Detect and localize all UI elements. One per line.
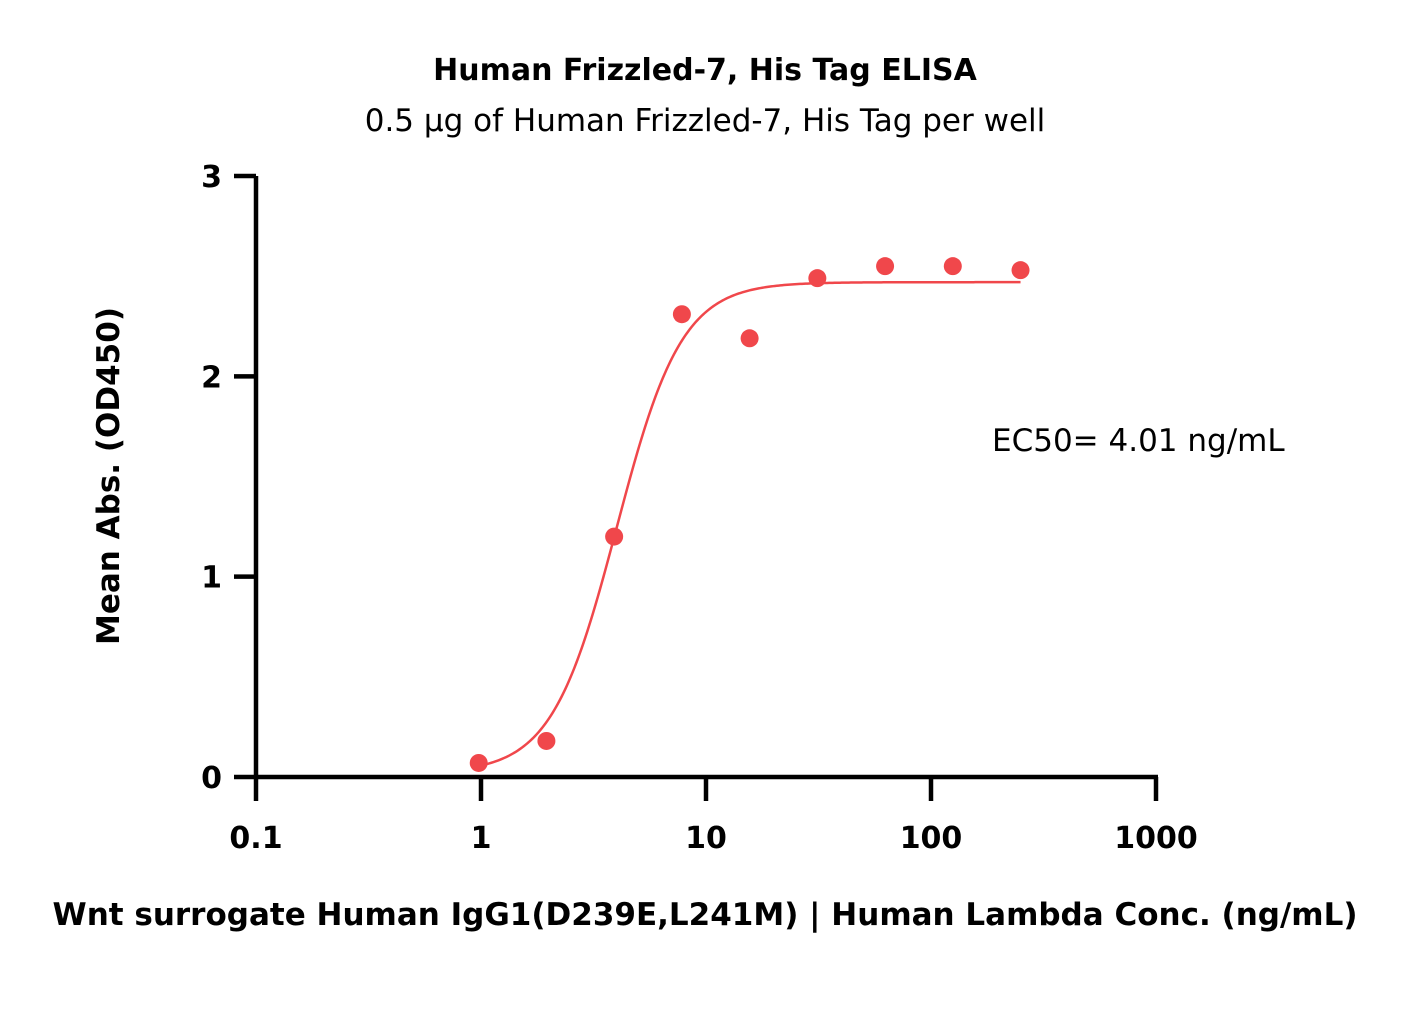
data-point (1011, 261, 1030, 280)
x-axis-label: Wnt surrogate Human IgG1(D239E,L241M) | … (53, 897, 1358, 933)
chart-title: Human Frizzled-7, His Tag ELISA (433, 53, 977, 88)
data-point (605, 527, 624, 546)
fit-curve-group (478, 280, 1021, 768)
x-tick-label: 10 (685, 821, 727, 856)
chart-subtitle: 0.5 μg of Human Frizzled-7, His Tag per … (365, 103, 1046, 139)
data-point (537, 731, 556, 750)
data-point (469, 753, 488, 772)
data-point (876, 257, 895, 276)
y-tick-label: 3 (201, 160, 222, 195)
y-tick-label: 1 (201, 561, 222, 596)
plot-area: 0 1 2 3 0.1 1 10 100 1000 (201, 160, 1198, 856)
x-tick-label: 1 (471, 821, 492, 856)
x-tick-label: 1000 (1114, 821, 1198, 856)
ec50-annotation: EC50= 4.01 ng/mL (992, 423, 1285, 459)
y-tick-label: 2 (201, 360, 222, 395)
data-point (672, 305, 691, 324)
data-point (808, 269, 827, 288)
data-point (740, 329, 759, 348)
ticks-group: 0 1 2 3 0.1 1 10 100 1000 (201, 160, 1198, 856)
data-points-group (469, 257, 1030, 772)
x-tick-label: 0.1 (229, 821, 282, 856)
y-tick-label: 0 (201, 761, 222, 796)
data-point (943, 257, 962, 276)
fit-curve (478, 280, 1021, 768)
x-tick-label: 100 (900, 821, 963, 856)
y-axis-label: Mean Abs. (OD450) (91, 307, 127, 645)
